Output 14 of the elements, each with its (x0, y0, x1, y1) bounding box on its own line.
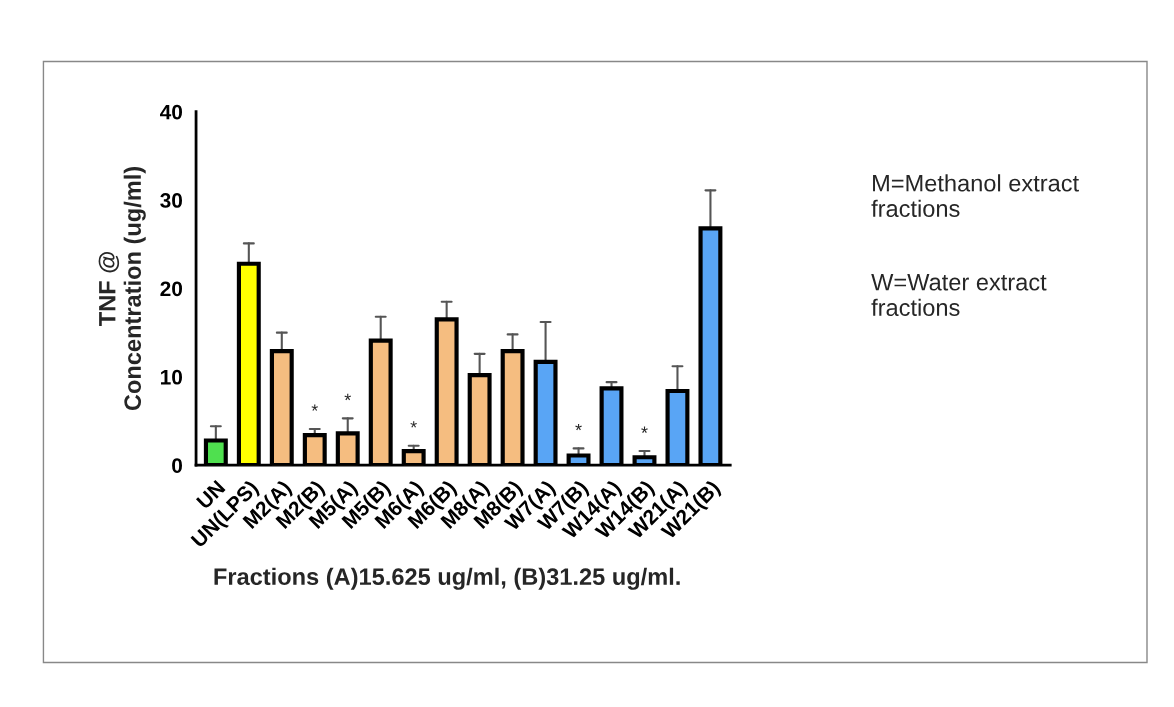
annotation: * (311, 404, 318, 411)
y-tick-label: 20 (160, 281, 183, 297)
text: M=Methanol extract fractions (871, 174, 1079, 218)
annotation: * (575, 423, 582, 431)
y-tick-label: 0 (172, 458, 183, 473)
annotation: * (641, 426, 648, 433)
y-tick-label: 10 (161, 369, 183, 385)
text: W=Water extract fractions (871, 274, 1047, 316)
y-tick-label: 40 (160, 104, 183, 120)
x-axis-title: Fractions (A)15.625 ug/ml, (B)31.25 ug/ml. (214, 567, 680, 590)
annotation: * (344, 393, 351, 401)
y-tick-label: 30 (160, 193, 183, 208)
y-axis-title: TNF @ Concentration (ug/ml) (98, 166, 146, 411)
annotation: * (410, 421, 417, 428)
